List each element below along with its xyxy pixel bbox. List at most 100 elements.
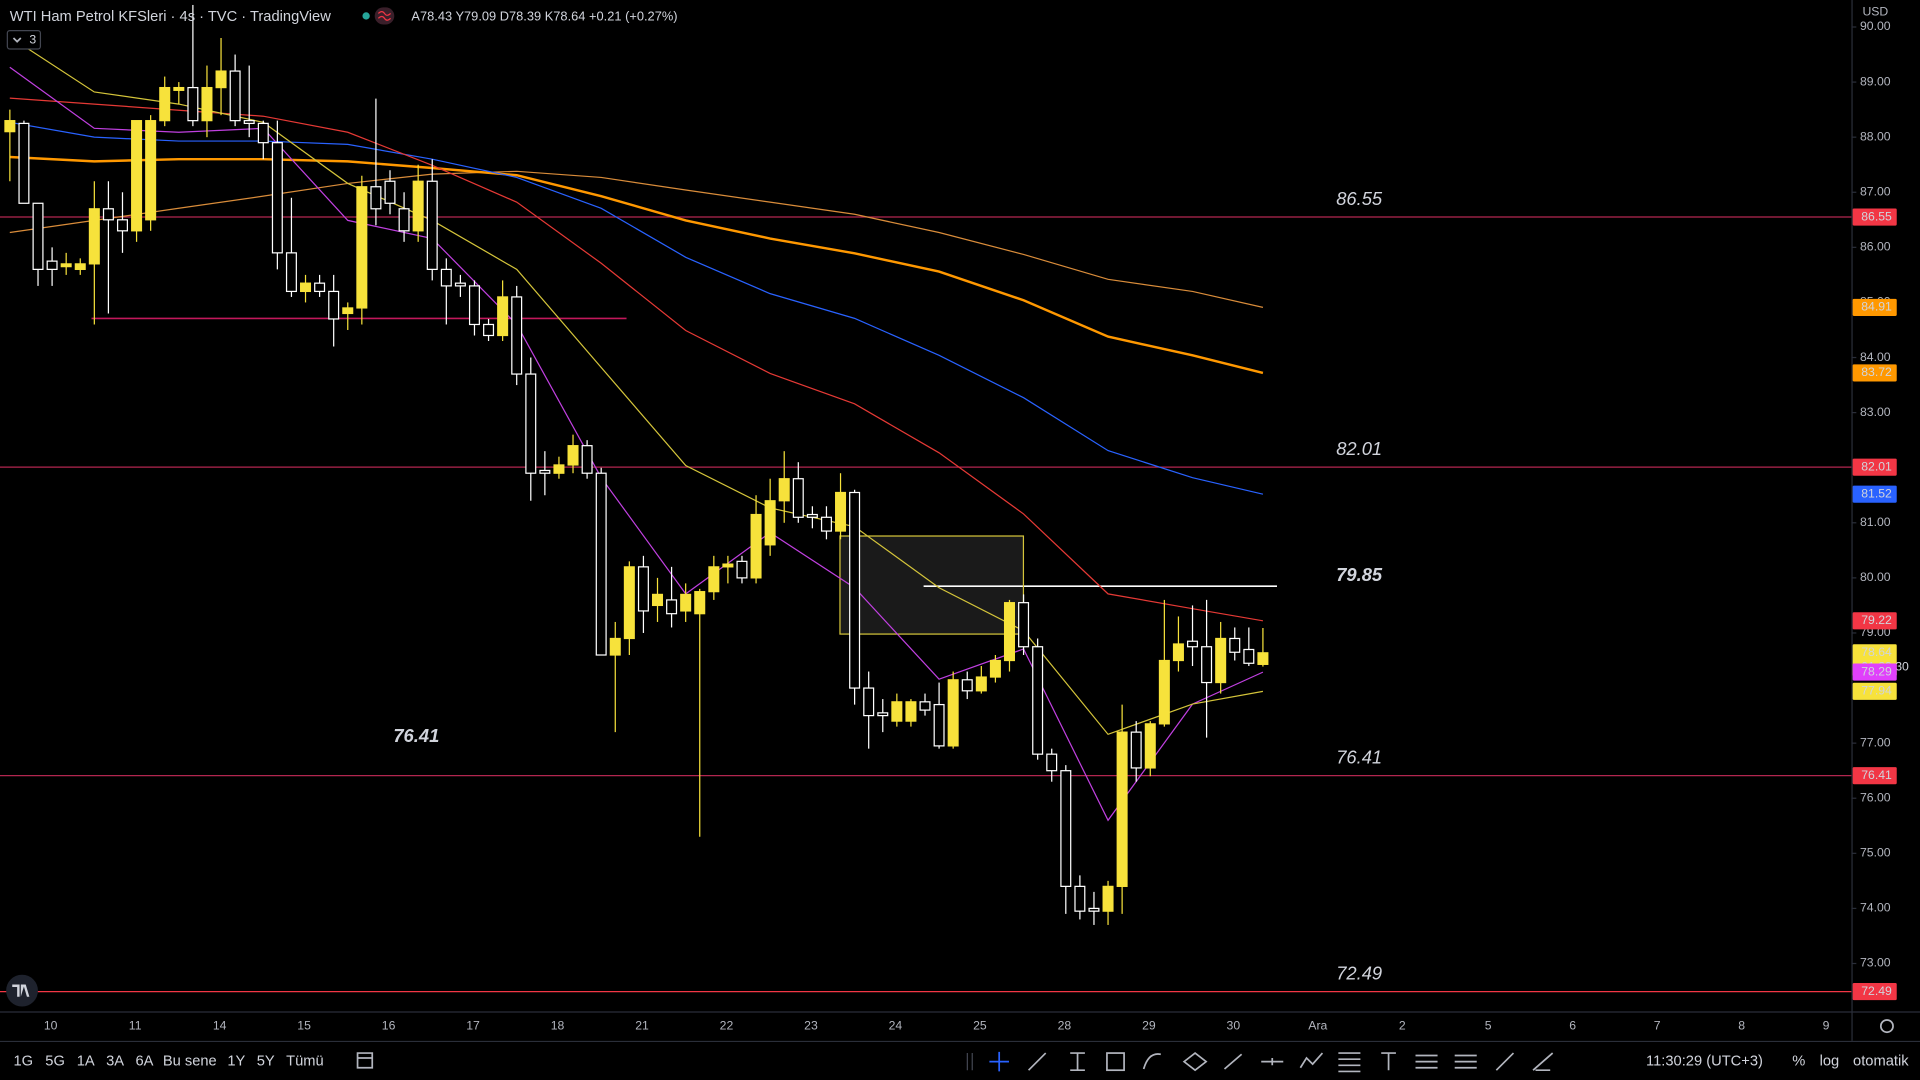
y-tick-label: 76.00 — [1860, 790, 1891, 804]
candle-body — [595, 472, 607, 656]
candle-body — [257, 122, 269, 144]
timeframe-button[interactable]: 1G — [13, 1054, 33, 1070]
x-tick-label: 7 — [1654, 1018, 1661, 1032]
price-badge-label: 79.22 — [1861, 613, 1892, 627]
candle-body — [891, 701, 903, 722]
candle-body — [947, 679, 959, 747]
candle-body — [694, 591, 706, 615]
candle-body — [468, 285, 480, 326]
candle-body — [1018, 602, 1030, 648]
price-badge — [1852, 767, 1897, 785]
price-badge — [1852, 682, 1897, 700]
timeframe-button[interactable]: 1Y — [227, 1054, 245, 1070]
x-tick-label: 2 — [1399, 1018, 1406, 1032]
ellipse-tool[interactable] — [1182, 1051, 1208, 1072]
y-tick-label: 74.00 — [1860, 901, 1891, 915]
candle-body — [863, 687, 875, 717]
level-label: 82.01 — [1336, 438, 1382, 459]
price-badge — [1852, 298, 1897, 316]
rectangle-tool[interactable] — [1106, 1052, 1125, 1072]
measure-tool[interactable] — [1415, 1054, 1438, 1069]
pattern-tool[interactable] — [1299, 1052, 1324, 1069]
price-badge — [1852, 612, 1897, 630]
candle-body — [553, 464, 565, 474]
long-position-tool[interactable] — [1454, 1054, 1477, 1069]
text-tool[interactable] — [1381, 1052, 1396, 1071]
indicator-toggle[interactable] — [6, 30, 42, 50]
cursor-tool[interactable] — [989, 1051, 1009, 1072]
timeframe-button[interactable]: 5Y — [257, 1054, 275, 1070]
candle-body — [764, 500, 776, 546]
candle-body — [314, 282, 326, 293]
price-badge-label: 86.55 — [1861, 209, 1892, 223]
x-tick-label: Ara — [1308, 1018, 1327, 1032]
candle-body — [88, 208, 100, 265]
candle-body — [102, 208, 114, 221]
brush-tool[interactable] — [1142, 1053, 1161, 1070]
pen-tool[interactable] — [1495, 1052, 1515, 1071]
candle-body — [651, 593, 664, 607]
axes: 90.0089.0088.0087.0086.0085.0084.0083.00… — [44, 19, 1909, 1032]
price-badge-label: 78.29 — [1861, 664, 1892, 678]
price-badge — [1852, 485, 1897, 503]
candle-body — [792, 478, 804, 518]
timeframe-button[interactable]: 1A — [77, 1054, 95, 1070]
clock: 11:30:29 (UTC+3) — [1646, 1054, 1763, 1070]
path-tool[interactable] — [1223, 1053, 1243, 1070]
ohlc: A78.43 Y79.09 D78.39 K78.64 +0.21 (+0.27… — [411, 9, 677, 24]
x-tick-label: 22 — [720, 1018, 734, 1032]
candle-body — [722, 563, 734, 568]
price-badge-label: 77.94 — [1861, 684, 1892, 698]
price-badge — [1852, 663, 1897, 681]
candle-body — [229, 70, 241, 122]
fib-tool[interactable] — [1070, 1052, 1085, 1072]
timeframe-button[interactable]: 6A — [136, 1054, 154, 1070]
fib-retracement-tool[interactable] — [1338, 1052, 1361, 1073]
timeframe-button[interactable]: 5G — [45, 1054, 65, 1070]
x-tick-label: 23 — [804, 1018, 818, 1032]
candle-body — [609, 637, 621, 656]
candle-body — [708, 566, 720, 593]
candle-body — [187, 86, 199, 122]
candle-body — [398, 208, 410, 232]
timeframe-button[interactable]: 3A — [106, 1054, 124, 1070]
moving-average — [9, 121, 1264, 495]
ray-tool[interactable] — [1261, 1057, 1284, 1066]
date-range-icon[interactable] — [356, 1052, 374, 1069]
log-toggle[interactable]: log — [1820, 1054, 1840, 1070]
eraser-tool[interactable] — [1532, 1052, 1554, 1072]
y-tick-label: 86.00 — [1860, 240, 1891, 254]
price-badge-label: 72.49 — [1861, 984, 1892, 998]
price-badge — [1852, 458, 1897, 476]
timeframe-button[interactable]: Bu sene — [163, 1054, 217, 1070]
x-tick-label: 29 — [1142, 1018, 1156, 1032]
candle-body — [145, 120, 157, 221]
candle-body — [370, 186, 382, 210]
y-tick-label: 89.00 — [1860, 74, 1891, 88]
level-label: 86.55 — [1336, 188, 1383, 209]
trend-line-tool[interactable] — [1027, 1052, 1047, 1071]
candle-body — [243, 120, 255, 125]
percent-toggle[interactable]: % — [1792, 1054, 1805, 1070]
x-tick-label: 6 — [1569, 1018, 1576, 1032]
status-badge — [374, 7, 395, 25]
drag-handle — [966, 1053, 973, 1071]
candle-body — [1102, 885, 1114, 912]
candle-body — [131, 120, 143, 232]
settings-icon[interactable] — [1879, 1019, 1894, 1034]
y-tick-label: 81.00 — [1860, 515, 1891, 529]
auto-toggle[interactable]: otomatik — [1853, 1054, 1909, 1070]
moving-average — [9, 170, 1264, 308]
candle-body — [750, 513, 762, 579]
x-tick-label: 11 — [129, 1018, 142, 1032]
price-badge — [1852, 983, 1897, 1001]
symbol-title[interactable]: WTI Ham Petrol KFSleri · 4s · TVC · Trad… — [10, 9, 331, 25]
candle-body — [525, 373, 537, 474]
candle-body — [74, 263, 86, 270]
candle-body — [215, 70, 227, 89]
candle-body — [567, 445, 579, 466]
timeframe-button[interactable]: Tümü — [286, 1054, 324, 1070]
currency[interactable]: USD — [1862, 4, 1888, 18]
